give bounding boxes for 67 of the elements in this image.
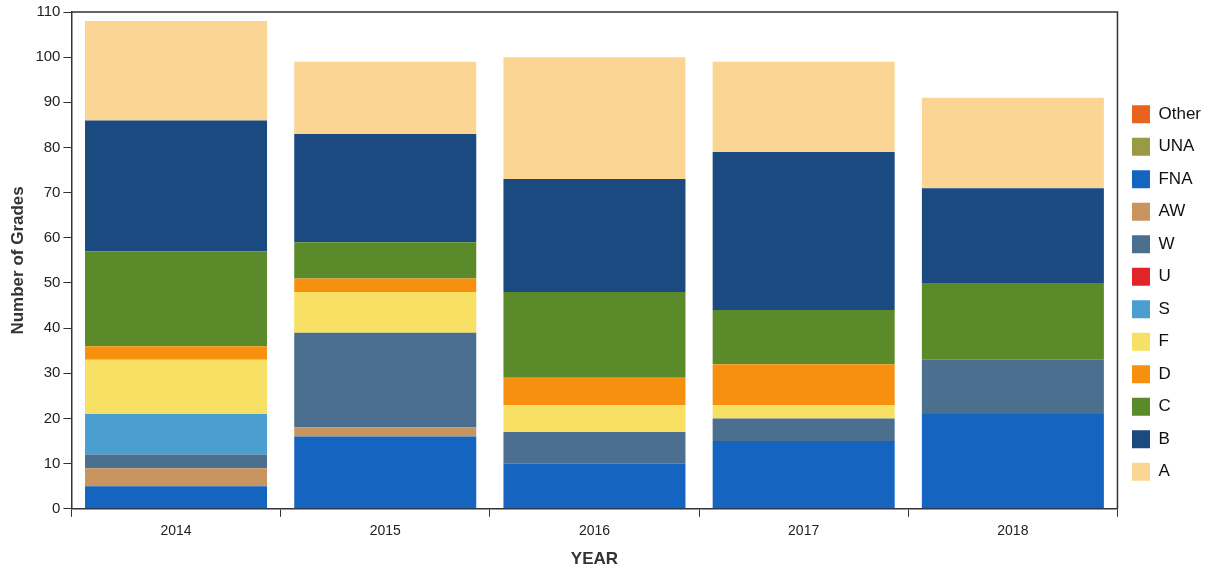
legend-label: B [1158,428,1170,448]
x-axis-title: YEAR [570,549,619,569]
bar [85,468,268,487]
bar [712,404,895,419]
y-tick-label: 70 [43,182,61,200]
y-tick-label: 50 [43,273,61,291]
bar [503,57,686,180]
x-tick-label: 2016 [578,522,611,539]
bar [921,282,1104,360]
bar [921,413,1104,509]
x-tick-label: 2014 [160,522,192,539]
bar [712,152,895,311]
x-tick-label: 2018 [997,522,1029,539]
bar [503,179,686,293]
x-tick-label: 2017 [788,522,820,539]
bar [921,359,1104,414]
bar [503,463,686,509]
bar [85,359,268,414]
bar [294,332,477,428]
bar [712,441,895,509]
bar [294,61,477,134]
legend-label: AW [1158,201,1186,221]
bar [294,278,477,293]
legend-label: A [1158,461,1171,481]
y-tick-label: 30 [43,363,61,381]
y-axis-title: Number of Grades [7,186,27,335]
y-tick-label: 10 [43,453,61,471]
y-tick-label: 0 [52,498,61,516]
legend-label: W [1158,233,1175,253]
bar [294,292,477,333]
y-tick-label: 110 [36,2,61,20]
bar [294,242,477,279]
legend-label: D [1158,363,1171,383]
bar [85,413,268,455]
bar [712,61,895,153]
legend-label: S [1158,298,1170,318]
legend-label: UNA [1158,136,1196,156]
bar [503,432,686,464]
y-tick-label: 100 [35,47,61,65]
legend-label: U [1158,266,1171,286]
bar [503,404,686,433]
x-tick-label: 2015 [369,522,402,539]
bar [712,364,895,405]
y-tick-label: 90 [43,92,61,110]
legend-label: C [1158,396,1171,416]
legend-label: Other [1158,103,1202,123]
bar [85,21,268,121]
bar [85,120,268,252]
bar [85,486,268,509]
legend-label: F [1158,331,1169,351]
bar [294,436,477,509]
bar [294,133,477,243]
legend-label: FNA [1158,168,1194,188]
bar [503,377,686,405]
bar [85,251,268,347]
bar [503,292,686,378]
bar [921,188,1104,283]
y-tick-label: 40 [43,318,61,336]
bar [85,454,268,469]
bar [712,418,895,442]
y-tick-label: 60 [43,227,61,245]
y-tick-label: 80 [43,137,61,155]
bar [85,346,268,360]
bar [294,427,477,437]
y-tick-label: 20 [43,408,61,426]
bar [921,97,1104,189]
bar [712,310,895,365]
